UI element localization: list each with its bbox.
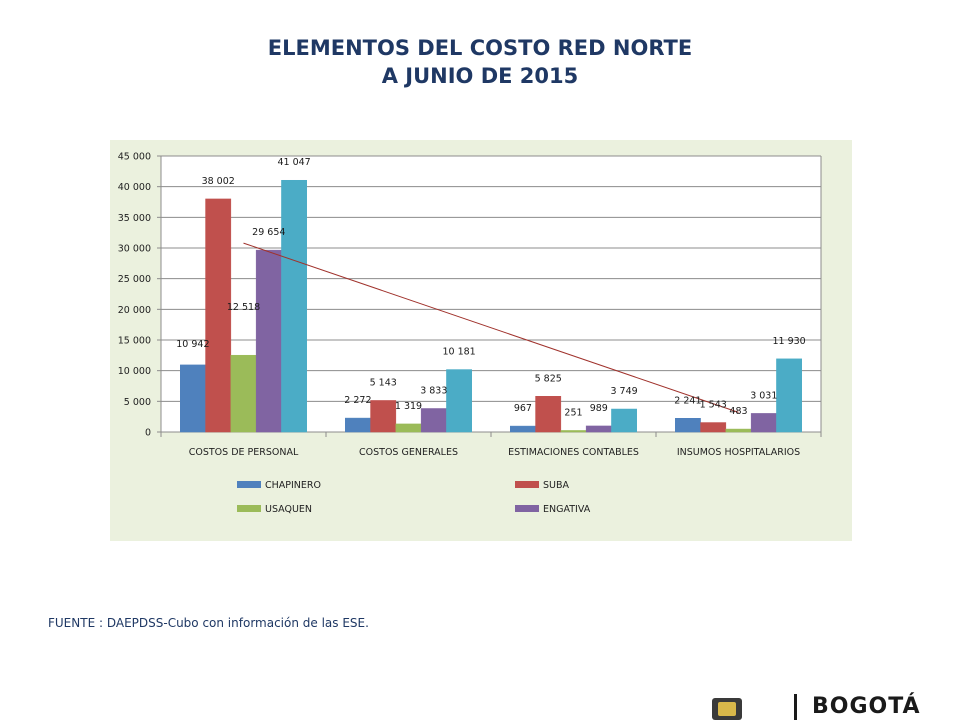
- data-label: 38 002: [202, 176, 235, 187]
- data-label: 5 143: [370, 377, 397, 388]
- bar-series-5: [611, 408, 638, 433]
- legend-label-chapinero: CHAPINERO: [265, 480, 321, 491]
- data-label: 989: [590, 403, 608, 414]
- coat-of-arms-icon: [712, 698, 742, 720]
- bar-usaquen: [230, 354, 257, 433]
- legend-swatch-suba: [515, 481, 539, 488]
- x-tick-label: ESTIMACIONES CONTABLES: [508, 447, 639, 458]
- bar-chapinero: [675, 418, 701, 433]
- data-label: 1 543: [700, 400, 727, 411]
- y-tick-label: 40 000: [118, 182, 151, 193]
- bar-series-5: [281, 179, 307, 433]
- logo-divider: [794, 694, 797, 720]
- bar-engativa: [750, 413, 777, 433]
- y-tick-label: 25 000: [118, 274, 151, 285]
- data-label: 3 031: [750, 390, 777, 401]
- bar-series-5: [776, 358, 803, 433]
- data-label: 41 047: [277, 157, 310, 168]
- y-tick-label: 5 000: [124, 397, 151, 408]
- legend-label-suba: SUBA: [543, 480, 570, 491]
- bar-chapinero: [345, 417, 371, 433]
- y-tick-label: 30 000: [118, 244, 151, 255]
- data-label: 967: [514, 403, 532, 414]
- bar-suba: [700, 422, 727, 433]
- bar-engativa: [585, 425, 612, 433]
- data-label: 3 833: [420, 385, 447, 396]
- title-line-2: A JUNIO DE 2015: [381, 64, 579, 88]
- y-tick-label: 35 000: [118, 213, 151, 224]
- bar-chapinero: [510, 425, 536, 433]
- y-tick-label: 15 000: [118, 336, 151, 347]
- bar-chapinero: [180, 364, 206, 433]
- y-tick-label: 10 000: [118, 366, 151, 377]
- data-label: 251: [564, 407, 582, 418]
- bar-usaquen: [725, 428, 752, 433]
- data-label: 10 181: [442, 347, 475, 358]
- bar-usaquen: [395, 423, 422, 433]
- data-label: 1 319: [395, 401, 422, 412]
- data-label: 5 825: [535, 373, 562, 384]
- legend-label-engativa: ENGATIVA: [543, 504, 591, 515]
- y-tick-label: 20 000: [118, 305, 151, 316]
- y-tick-label: 45 000: [118, 152, 151, 163]
- data-label: 2 272: [344, 395, 371, 406]
- x-tick-label: INSUMOS HOSPITALARIOS: [677, 447, 800, 458]
- source-note: FUENTE : DAEPDSS-Cubo con información de…: [48, 616, 369, 630]
- data-label: 483: [729, 406, 747, 417]
- data-label: 12 518: [227, 302, 260, 313]
- x-tick-label: COSTOS DE PERSONAL: [189, 447, 299, 458]
- title-line-1: ELEMENTOS DEL COSTO RED NORTE: [267, 36, 693, 60]
- chart-area: 0 5 000 10 000 15 000 20 000 25 000 30 000 35 0…: [110, 140, 852, 541]
- legend-label-usaquen: USAQUEN: [265, 504, 312, 515]
- bar-suba: [370, 400, 397, 433]
- data-label: 29 654: [252, 227, 285, 238]
- y-tick-label: 0: [145, 428, 151, 439]
- bar-engativa: [255, 249, 282, 433]
- data-label: 2 241: [674, 395, 701, 406]
- bar-suba: [535, 396, 562, 433]
- bar-usaquen: [560, 430, 587, 433]
- bar-engativa: [420, 408, 447, 433]
- bar-chart: 0 5 000 10 000 15 000 20 000 25 000 30 000 35 0…: [118, 152, 822, 515]
- data-label: 11 930: [772, 336, 805, 347]
- legend-swatch-chapinero: [237, 481, 261, 488]
- page-title: ELEMENTOS DEL COSTO RED NORTE A JUNIO DE…: [0, 34, 960, 90]
- x-tick-label: COSTOS GENERALES: [359, 447, 458, 458]
- bar-suba: [205, 198, 232, 433]
- data-label: 3 749: [610, 386, 637, 397]
- footer-logos: BOGOTÁ: [700, 690, 960, 720]
- bogota-logo: BOGOTÁ: [812, 694, 921, 719]
- trendline: [243, 242, 739, 413]
- legend-swatch-engativa: [515, 505, 539, 512]
- legend-swatch-usaquen: [237, 505, 261, 512]
- bar-series-5: [446, 369, 473, 433]
- data-label: 10 942: [176, 339, 209, 350]
